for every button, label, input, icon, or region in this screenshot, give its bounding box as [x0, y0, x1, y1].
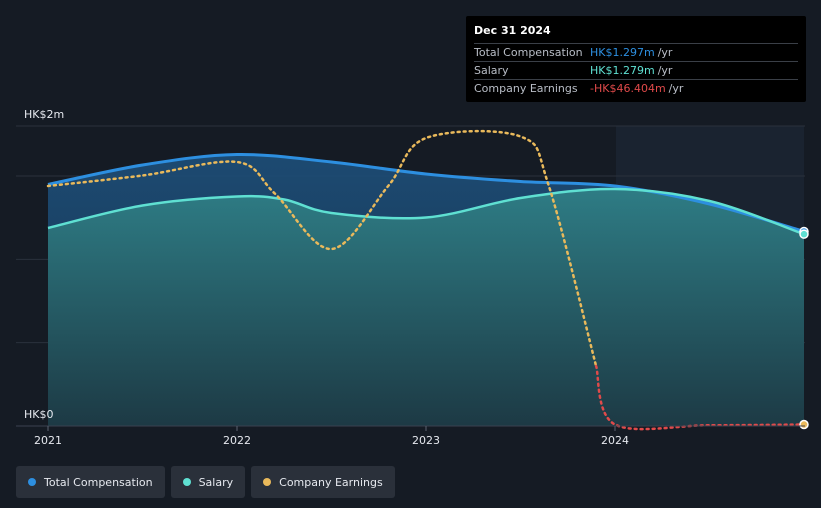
tooltip-row-salary: Salary HK$1.279m /yr [474, 61, 798, 79]
tooltip-label: Total Compensation [474, 46, 583, 59]
tooltip-unit: /yr [657, 64, 673, 77]
company-earnings-negative-segment [594, 364, 806, 431]
tooltip-row-total: Total Compensation HK$1.297m /yr [474, 43, 798, 61]
tooltip-value: HK$1.297m [590, 46, 655, 59]
x-tick-label: 2024 [601, 434, 629, 447]
x-tick-label: 2022 [223, 434, 251, 447]
tooltip: Dec 31 2024 Total Compensation HK$1.297m… [466, 16, 806, 102]
legend-label: Company Earnings [279, 475, 383, 489]
legend-item-total-compensation[interactable]: Total Compensation [16, 466, 165, 498]
y-tick-label-top: HK$2m [24, 108, 64, 121]
x-tick-label: 2021 [34, 434, 62, 447]
tooltip-label: Salary [474, 64, 509, 77]
legend-item-company-earnings[interactable]: Company Earnings [251, 466, 395, 498]
legend-item-salary[interactable]: Salary [170, 466, 246, 498]
salary-area [48, 188, 804, 426]
x-tick-label: 2023 [412, 434, 440, 447]
legend-dot-icon [28, 478, 36, 486]
tooltip-date: Dec 31 2024 [474, 24, 551, 37]
company-earnings-endpoint [799, 419, 809, 430]
tooltip-unit: /yr [657, 46, 673, 59]
salary-line [47, 187, 805, 236]
tooltip-value: HK$1.279m [590, 64, 655, 77]
tooltip-value: -HK$46.404m [590, 82, 666, 95]
legend-label: Salary [198, 475, 234, 489]
tooltip-unit: /yr [668, 82, 684, 95]
legend-label: Total Compensation [44, 475, 153, 489]
legend-dot-icon [182, 478, 191, 486]
legend-dot-icon [263, 478, 272, 486]
salary-endpoint [799, 229, 809, 239]
company-earnings-positive-segment [46, 129, 598, 368]
total-compensation-line [47, 152, 805, 233]
company-earnings-line [46, 129, 806, 431]
x-axis-ticks: 2021 2022 2023 2024 [34, 426, 629, 447]
y-tick-label-bottom: HK$0 [24, 408, 53, 421]
tooltip-label: Company Earnings [474, 82, 578, 95]
tooltip-row-earnings: Company Earnings -HK$46.404m /yr [474, 79, 798, 97]
legend: Total Compensation Salary Company Earnin… [16, 466, 395, 498]
compensation-chart: HK$2m HK$0 2021 2022 2023 2024 [16, 108, 809, 447]
